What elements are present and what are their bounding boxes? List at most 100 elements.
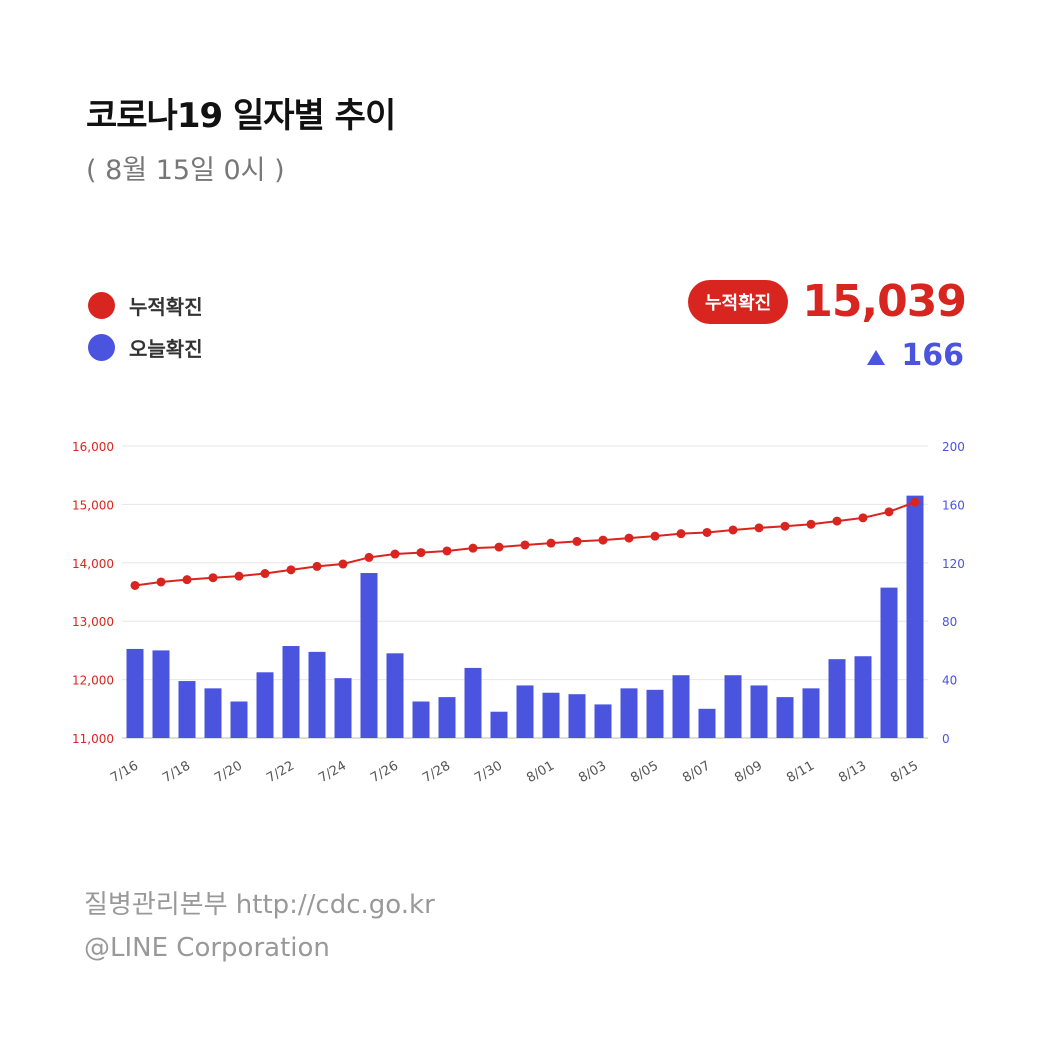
x-tick-label: 7/26	[368, 758, 401, 786]
bar	[178, 681, 196, 738]
x-tick-label: 8/05	[628, 758, 661, 786]
y-left-tick-label: 16,000	[72, 440, 114, 454]
source-credit: 질병관리본부 http://cdc.go.kr	[84, 890, 435, 920]
bar	[672, 675, 690, 738]
legend-label-daily: 오늘확진	[129, 336, 203, 361]
x-tick-label: 7/30	[472, 758, 505, 786]
bar	[698, 708, 716, 738]
combo-chart: 11,000 0 12,000 40 13,000 80 14,000 120 15,000 16…	[72, 440, 965, 786]
footer: 질병관리본부 http://cdc.go.kr @LINE Corporatio…	[84, 884, 435, 970]
x-tick-label: 8/03	[576, 758, 609, 786]
y-left-tick-label: 11,000	[72, 732, 114, 746]
x-tick-label: 7/18	[160, 758, 193, 786]
line-point	[572, 536, 582, 546]
bar	[256, 672, 274, 738]
bar	[464, 667, 482, 738]
line-point	[442, 546, 452, 556]
line-point	[728, 525, 738, 535]
y-left-tick-label: 15,000	[72, 498, 114, 512]
delta-value: 166	[901, 338, 964, 373]
legend-label-cumulative: 누적확진	[129, 294, 203, 319]
total-badge: 누적확진	[687, 279, 789, 324]
x-tick-label: 7/22	[264, 758, 297, 786]
bar	[620, 688, 638, 738]
x-tick-label: 8/11	[784, 758, 817, 786]
bar	[828, 659, 846, 738]
bar	[282, 646, 300, 738]
y-right-tick-label: 80	[942, 615, 957, 629]
bar	[204, 688, 222, 738]
line-point	[260, 569, 270, 579]
bar	[594, 704, 612, 738]
line-point	[546, 538, 556, 548]
total-value: 15,039	[802, 276, 967, 327]
triangle-up-icon	[867, 350, 886, 365]
line-point	[494, 542, 504, 552]
bar	[438, 697, 456, 738]
y-right-tick-label: 40	[942, 674, 957, 688]
x-tick-label: 7/20	[212, 758, 245, 786]
delta-summary: 166	[867, 338, 964, 373]
total-summary: 누적확진 15,039	[687, 276, 967, 327]
line-point	[910, 497, 920, 507]
line-point	[364, 552, 374, 562]
line-point	[312, 561, 322, 571]
bar	[360, 573, 378, 738]
y-left-tick-label: 12,000	[72, 674, 114, 688]
y-right-tick-label: 0	[942, 732, 950, 746]
y-left-tick-label: 13,000	[72, 615, 114, 629]
line-point	[156, 577, 166, 587]
line-point	[624, 533, 634, 543]
x-tick-label: 8/07	[680, 758, 713, 786]
line-point	[702, 527, 712, 537]
line-point	[520, 540, 530, 550]
line-point	[858, 513, 868, 523]
bar	[646, 689, 664, 738]
line-point	[208, 573, 218, 583]
bar	[542, 692, 560, 738]
copyright: @LINE Corporation	[84, 933, 330, 963]
bar	[308, 651, 326, 738]
y-right-tick-label: 200	[942, 440, 965, 454]
line-point	[286, 565, 296, 575]
line-point	[130, 580, 140, 590]
y-right-tick-label: 160	[942, 498, 965, 512]
line-point	[416, 548, 426, 558]
line-point	[338, 559, 348, 569]
bar	[880, 587, 898, 738]
y-right-tick-label: 120	[942, 557, 965, 571]
line-point	[676, 529, 686, 539]
line-point	[182, 575, 192, 585]
line-point	[598, 535, 608, 545]
line-point	[390, 549, 400, 559]
line-point	[780, 521, 790, 531]
x-tick-label: 8/01	[524, 758, 557, 786]
chart-legend: 누적확진 오늘확진	[88, 284, 203, 368]
y-left-tick-label: 14,000	[72, 557, 114, 571]
line-point	[754, 523, 764, 533]
bar	[126, 648, 144, 738]
bar	[568, 694, 586, 738]
legend-item-daily: 오늘확진	[88, 326, 203, 368]
bar	[724, 675, 742, 738]
page-subtitle: ( 8월 15일 0시 )	[86, 155, 285, 186]
line-point	[468, 543, 478, 553]
line-point	[650, 531, 660, 541]
bar	[152, 650, 170, 738]
line-point	[832, 516, 842, 526]
line-point	[884, 507, 894, 517]
legend-dot-cumulative	[88, 291, 115, 319]
bar	[750, 685, 768, 738]
bar	[490, 711, 508, 738]
bar	[516, 685, 534, 738]
bar	[386, 653, 404, 738]
x-tick-label: 7/28	[420, 758, 453, 786]
x-tick-label: 8/09	[732, 758, 765, 786]
bar	[802, 688, 820, 738]
bar	[776, 697, 794, 738]
bar	[230, 701, 248, 738]
bar	[854, 656, 872, 738]
line-point	[234, 571, 244, 581]
bar	[334, 678, 352, 738]
legend-dot-daily	[88, 333, 115, 361]
